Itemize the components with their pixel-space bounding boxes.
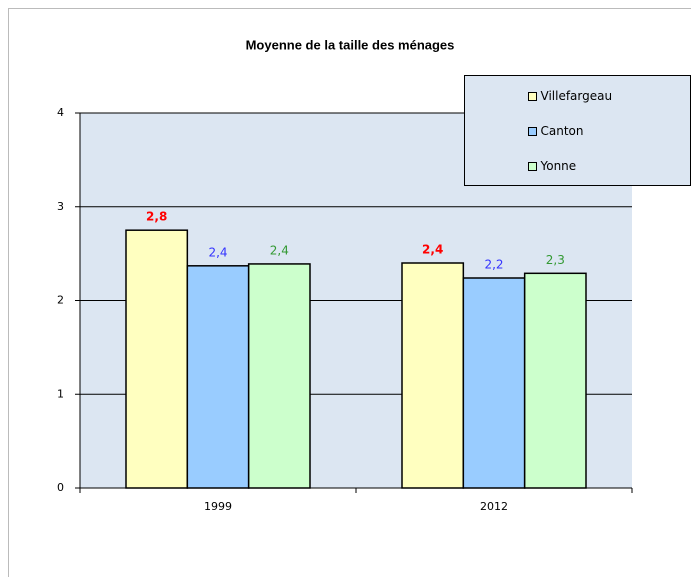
- value-label: 2,4: [208, 245, 227, 259]
- bar: [186, 265, 250, 489]
- value-label: 2,8: [146, 210, 167, 224]
- legend-label: Yonne: [540, 159, 577, 173]
- chart-title: Moyenne de la taille des ménages: [246, 37, 455, 52]
- y-tick-label: 1: [57, 387, 64, 400]
- bar: [125, 229, 189, 489]
- value-label: 2,4: [422, 243, 443, 257]
- legend-swatch: [528, 92, 537, 101]
- legend-label: Canton: [541, 124, 584, 138]
- value-label: 2,2: [484, 258, 503, 272]
- legend-label: Villefargeau: [541, 89, 613, 103]
- value-label: 2,3: [546, 253, 565, 267]
- y-tick-label: 4: [57, 106, 64, 119]
- y-tick-label: 3: [57, 200, 64, 213]
- legend-swatch: [528, 127, 537, 136]
- bar: [462, 277, 526, 489]
- bar: [401, 262, 465, 489]
- bar: [247, 263, 311, 489]
- legend-swatch: [528, 162, 537, 171]
- y-tick-label: 2: [57, 294, 64, 307]
- legend: [464, 75, 691, 186]
- x-tick-label: 1999: [204, 500, 232, 513]
- value-label: 2,4: [270, 243, 289, 257]
- y-tick-label: 0: [57, 481, 64, 494]
- bar: [523, 272, 587, 489]
- x-tick-label: 2012: [480, 500, 508, 513]
